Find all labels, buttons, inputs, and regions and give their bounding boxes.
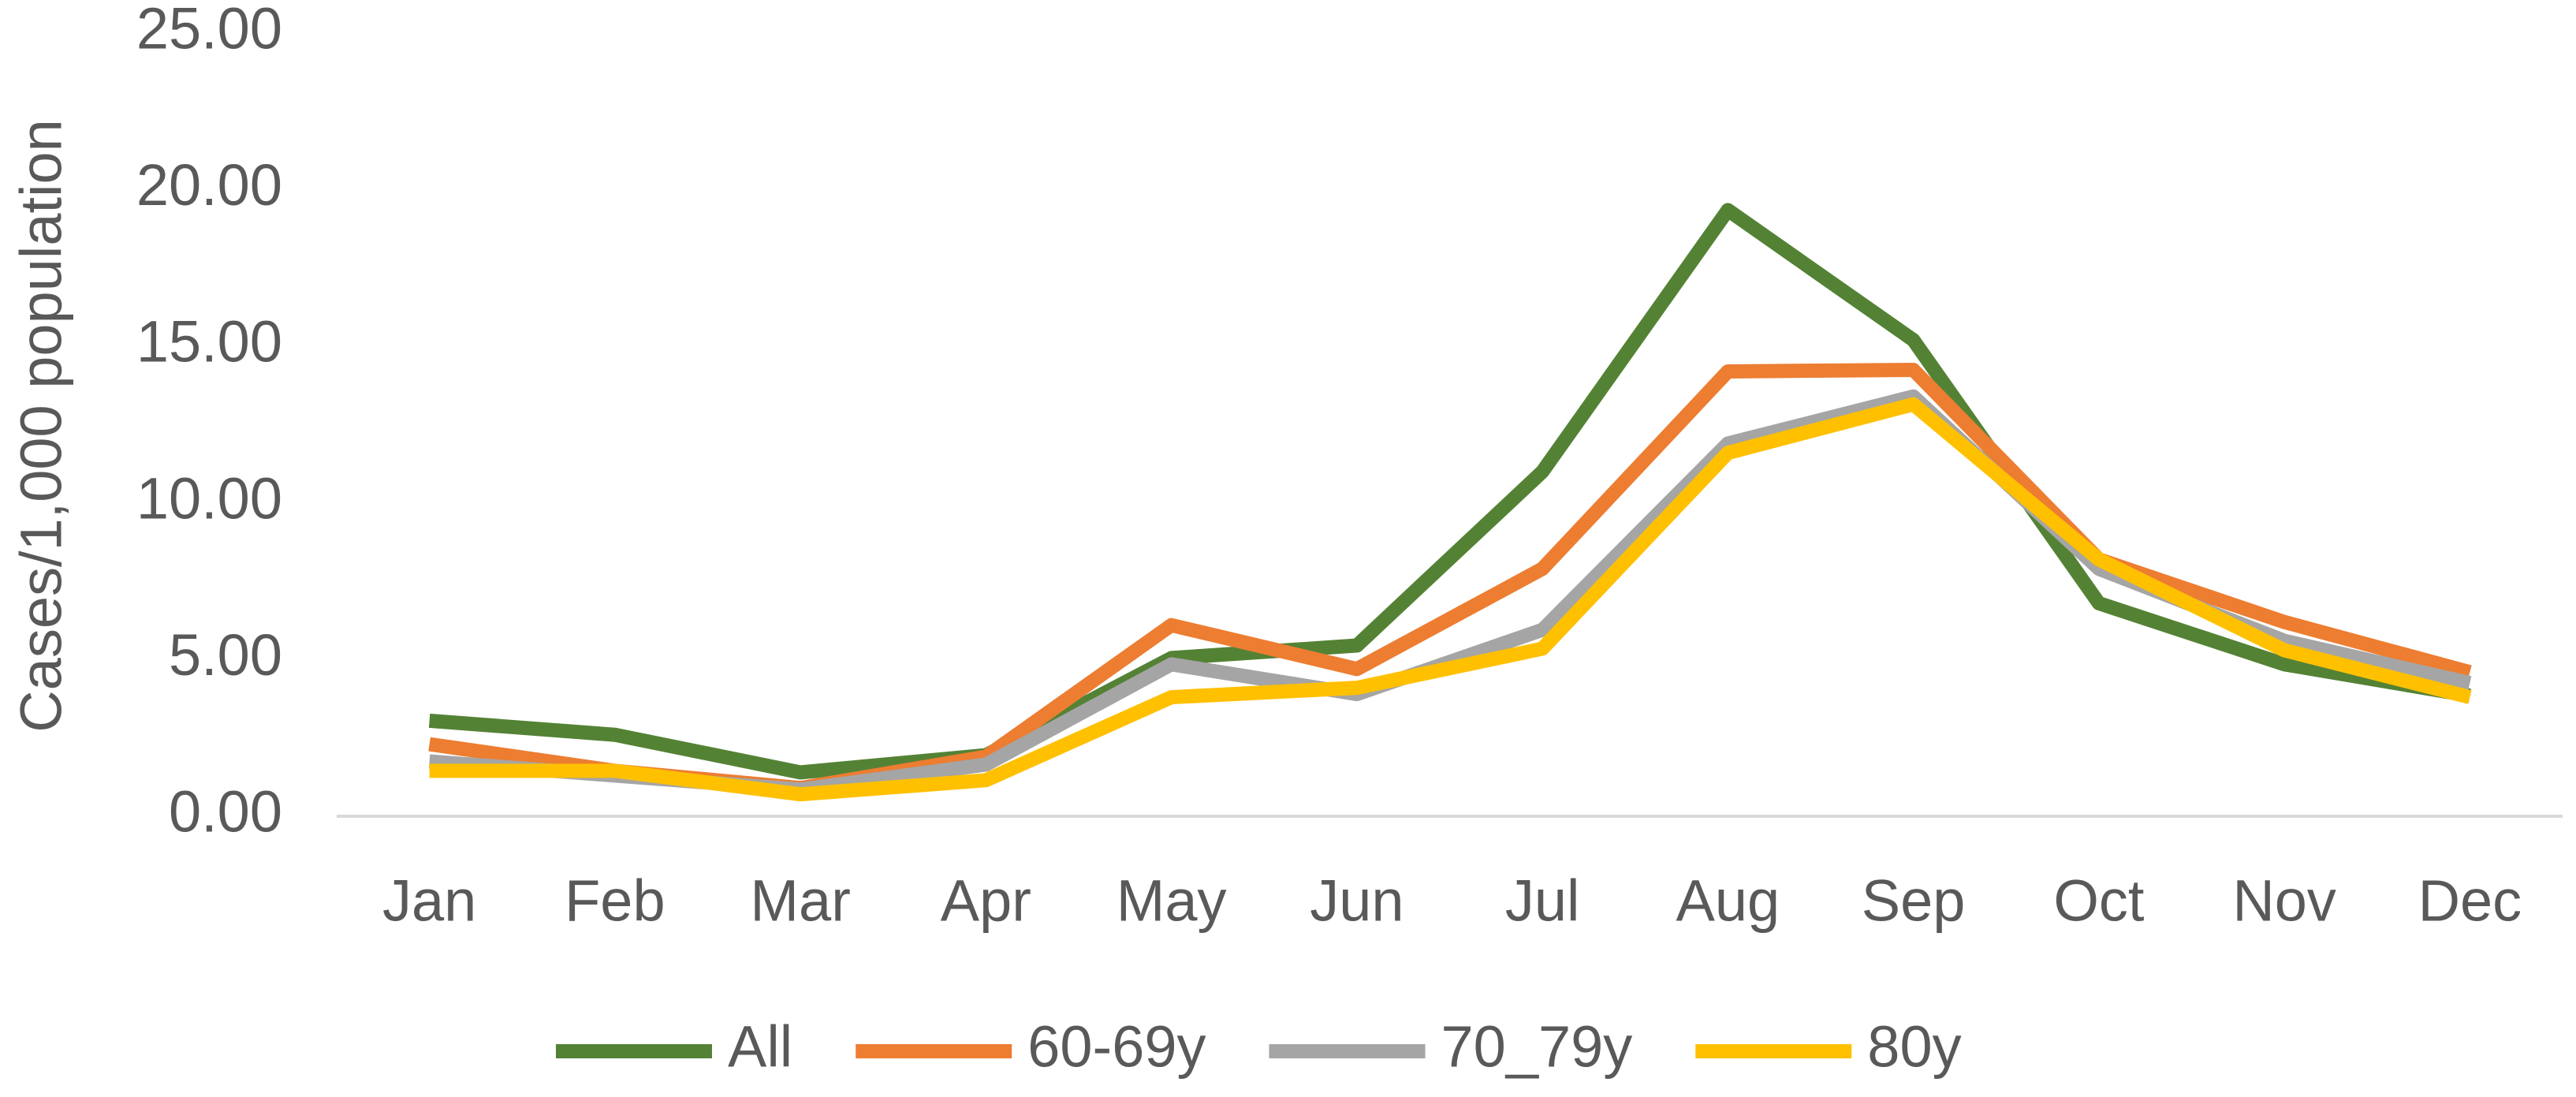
y-tick-label: 20.00 [136, 152, 282, 218]
x-tick-label: Apr [941, 868, 1031, 934]
legend-label: 60-69y [1027, 1014, 1206, 1080]
y-tick-label: 15.00 [136, 309, 282, 375]
legend-label: 80y [1867, 1014, 1961, 1080]
x-tick-label: Jan [382, 868, 476, 934]
series-line [428, 362, 2472, 796]
series-line [429, 397, 2472, 802]
x-tick-label: Sep [1862, 868, 1966, 934]
x-tick-label: Mar [750, 868, 850, 934]
x-tick-label: Nov [2232, 868, 2336, 934]
x-tick-label: Dec [2418, 868, 2522, 934]
legend-label: All [728, 1014, 792, 1080]
x-tick-label: Feb [565, 868, 665, 934]
x-tick-label: Aug [1676, 868, 1780, 934]
series-line [428, 203, 2471, 780]
y-tick-label: 0.00 [169, 779, 282, 845]
x-tick-label: Oct [2053, 868, 2145, 934]
x-tick-label: Jul [1505, 868, 1580, 934]
x-tick-label: May [1117, 868, 1227, 934]
y-tick-label: 10.00 [136, 465, 282, 531]
y-tick-label: 5.00 [169, 622, 282, 688]
y-tick-label: 25.00 [136, 0, 282, 62]
y-axis-title: Cases/1,000 population [9, 119, 74, 733]
legend-label: 70_79y [1441, 1014, 1633, 1080]
x-tick-label: Jun [1310, 868, 1404, 934]
